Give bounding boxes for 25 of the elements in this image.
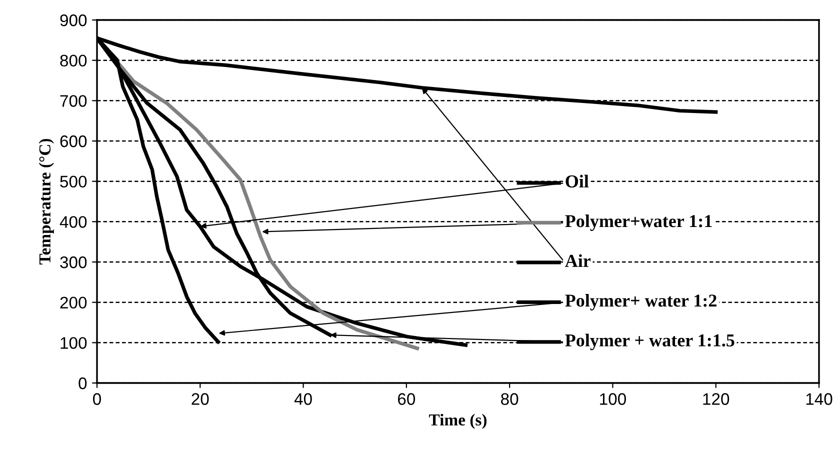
y-tick-label: 500 [60,176,87,188]
y-tick-label: 900 [60,14,87,26]
y-axis-title: Temperature (°C) [38,138,54,265]
x-tick-label: 40 [294,393,312,405]
x-tick-label: 80 [501,393,518,405]
x-tick-label: 0 [93,393,101,405]
x-tick-label: 120 [703,393,730,405]
y-tick-label: 0 [78,377,87,390]
y-tick-label: 100 [60,337,87,349]
x-tick-label: 100 [600,393,626,405]
x-tick-label: 60 [398,393,416,405]
y-tick-label: 300 [60,256,87,268]
y-tick-label: 800 [60,54,87,67]
y-tick-label: 400 [60,216,87,228]
y-tick-label: 600 [60,135,87,148]
annotation: Polymer + water 1:1.5 [565,334,734,350]
x-axis-title: Time (s) [429,414,487,429]
x-tick-label: 20 [192,393,209,405]
annotation: Polymer+ water 1:2 [565,294,716,310]
annotation: Oil [566,174,589,188]
annotation: Air [565,254,591,267]
y-tick-label: 700 [60,95,87,107]
x-tick-label: 140 [806,393,832,405]
y-tick-label: 200 [60,296,87,309]
annotation: Polymer+water 1:1 [565,214,712,231]
